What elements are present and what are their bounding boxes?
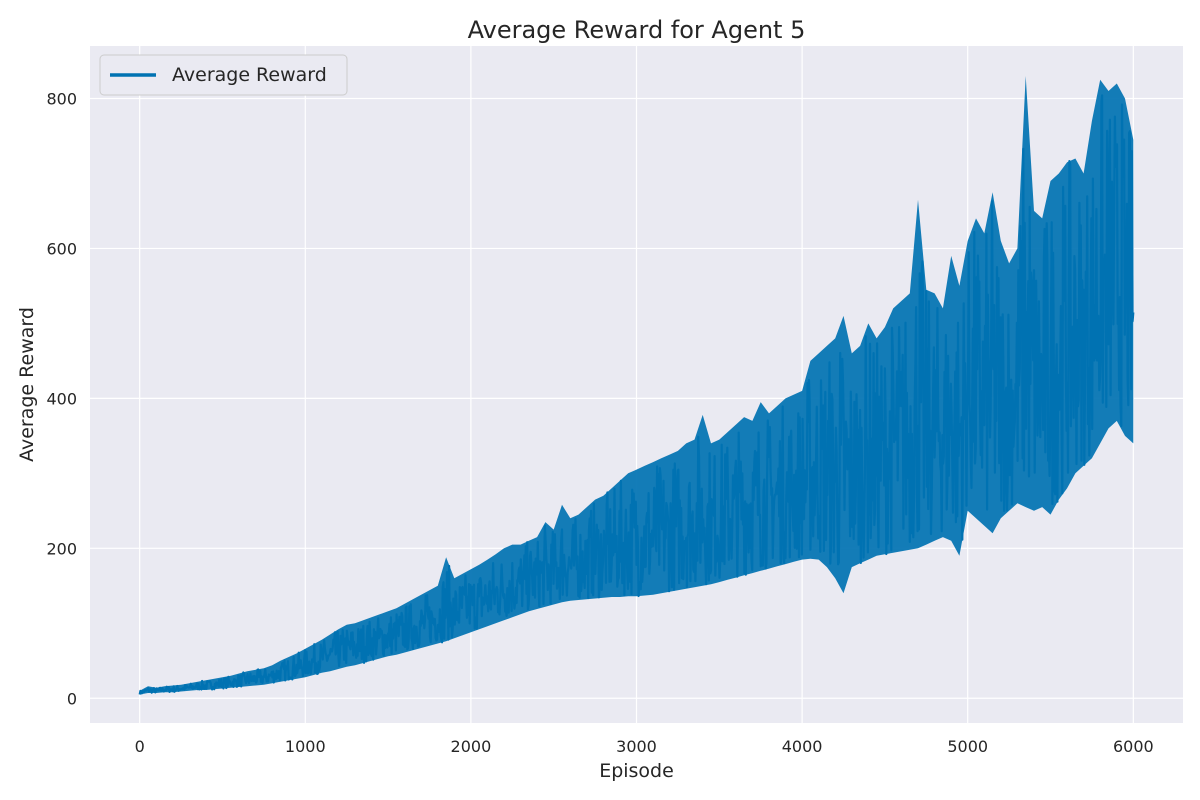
x-axis-label: Episode bbox=[599, 760, 674, 782]
legend-label: Average Reward bbox=[172, 64, 327, 86]
legend-box bbox=[99, 54, 348, 96]
y-tick-label: 200 bbox=[46, 539, 77, 558]
series-average-reward-envelope bbox=[139, 76, 1134, 695]
y-tick-label: 400 bbox=[46, 389, 77, 408]
series-average-reward bbox=[138, 94, 1135, 695]
y-tick-label: 600 bbox=[46, 239, 77, 258]
x-tick-label: 4000 bbox=[782, 737, 823, 756]
y-tick-label: 0 bbox=[67, 689, 77, 708]
series-line bbox=[138, 94, 1135, 695]
x-tick-label: 2000 bbox=[451, 737, 492, 756]
y-tick-label: 800 bbox=[46, 89, 77, 108]
x-tick-label: 3000 bbox=[616, 737, 657, 756]
chart-title: Average Reward for Agent 5 bbox=[468, 16, 806, 44]
x-tick-label: 0 bbox=[135, 737, 145, 756]
y-axis-ticks: 0 200 400 600 800 bbox=[46, 89, 77, 708]
x-tick-label: 1000 bbox=[285, 737, 326, 756]
legend: Average Reward bbox=[99, 54, 348, 96]
x-tick-label: 5000 bbox=[947, 737, 988, 756]
x-axis-ticks: 0 1000 2000 3000 4000 5000 6000 bbox=[135, 737, 1154, 756]
y-axis-label: Average Reward bbox=[16, 307, 38, 462]
x-tick-label: 6000 bbox=[1113, 737, 1154, 756]
